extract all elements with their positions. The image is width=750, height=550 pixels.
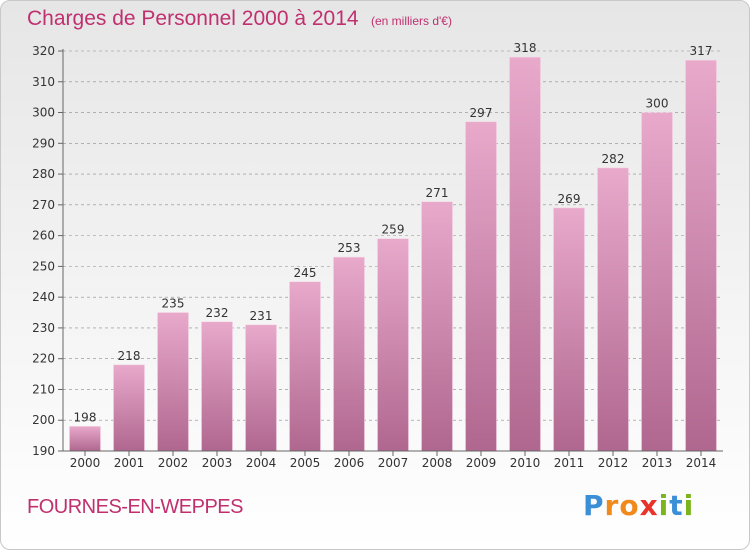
x-tick-label: 2011 (554, 456, 585, 470)
bar (289, 281, 321, 452)
location-name: FOURNES-EN-WEPPES (27, 496, 243, 518)
logo-letter: i (658, 489, 670, 522)
logo-letter: r (604, 489, 620, 522)
x-tick-label: 2008 (422, 456, 453, 470)
y-tick-label: 260 (32, 229, 55, 243)
bar-value-label: 231 (250, 309, 273, 323)
y-tick-label: 190 (32, 444, 55, 458)
bar (509, 56, 541, 452)
bar-value-label: 300 (646, 97, 669, 111)
bar-value-label: 198 (74, 410, 97, 424)
bar (597, 167, 629, 452)
bar-value-label: 269 (558, 192, 581, 206)
x-tick-label: 2013 (642, 456, 673, 470)
bar-value-label: 317 (690, 44, 713, 58)
logo-letter: t (669, 489, 684, 522)
x-tick-label: 2003 (202, 456, 233, 470)
y-tick-label: 220 (32, 352, 55, 366)
bar (553, 207, 585, 452)
y-tick-label: 290 (32, 136, 55, 150)
bar-value-label: 218 (118, 349, 141, 363)
proxiti-logo: Proxiti (583, 489, 694, 522)
x-tick-label: 2014 (686, 456, 717, 470)
bars (69, 56, 717, 452)
x-tick-label: 2001 (114, 456, 145, 470)
x-tick-label: 2000 (70, 456, 101, 470)
bar-value-label: 232 (206, 306, 229, 320)
logo-letter: P (583, 489, 605, 522)
y-tick-label: 240 (32, 290, 55, 304)
bar-value-label: 253 (338, 241, 361, 255)
x-tick-label: 2006 (334, 456, 365, 470)
y-tick-label: 210 (32, 382, 55, 396)
bar (377, 238, 409, 452)
bar (685, 59, 717, 452)
bar (201, 321, 233, 452)
y-tick-label: 310 (32, 75, 55, 89)
bar (465, 121, 497, 452)
bar-value-label: 271 (426, 186, 449, 200)
bar (641, 112, 673, 452)
x-tick-label: 2002 (158, 456, 189, 470)
chart-title: Charges de Personnel 2000 à 2014 (27, 7, 359, 30)
bar (157, 312, 189, 452)
bar-value-label: 282 (602, 152, 625, 166)
x-tick-label: 2012 (598, 456, 629, 470)
y-tick-label: 230 (32, 321, 55, 335)
bar-value-label: 297 (470, 106, 493, 120)
x-tick-label: 2004 (246, 456, 277, 470)
y-tick-label: 320 (32, 44, 55, 58)
bar-value-label: 235 (162, 297, 185, 311)
logo-letter: i (683, 489, 695, 522)
bar-value-label: 245 (294, 266, 317, 280)
y-tick-label: 250 (32, 259, 55, 273)
bar (333, 256, 365, 452)
bar-value-label: 259 (382, 223, 405, 237)
data-labels: 198 218 235 232 231 245 253 259 271 297 318 269 282 3… (74, 41, 713, 424)
bar (421, 201, 453, 452)
chart-unit-subtitle: (en milliers d'€) (371, 14, 452, 28)
y-tick-label: 270 (32, 198, 55, 212)
bar (113, 364, 145, 452)
y-tick-label: 280 (32, 167, 55, 181)
logo-letter: x (639, 489, 659, 522)
axes: 190 200 210 220 230 240 250 260 270 280 290 300 310 3… (32, 44, 723, 470)
y-tick-label: 200 (32, 413, 55, 427)
bar-value-label: 318 (514, 41, 537, 55)
y-tick-label: 300 (32, 106, 55, 120)
x-tick-label: 2009 (466, 456, 497, 470)
x-tick-label: 2010 (510, 456, 541, 470)
x-tick-label: 2005 (290, 456, 321, 470)
bar (69, 426, 101, 452)
logo-letter: o (619, 489, 640, 522)
bar (245, 324, 277, 452)
x-tick-label: 2007 (378, 456, 409, 470)
